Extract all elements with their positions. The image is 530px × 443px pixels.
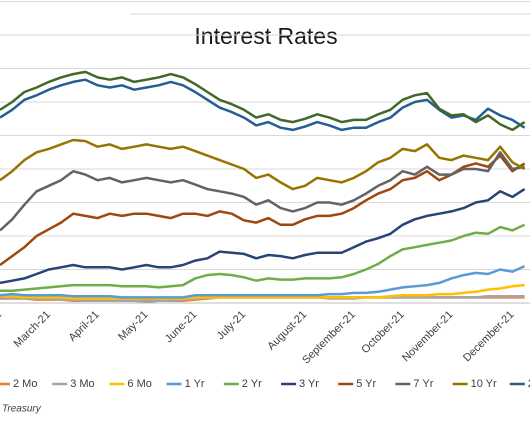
x-tick-label: May-21 bbox=[116, 309, 150, 343]
legend-label: 5 Yr bbox=[356, 378, 376, 390]
legend-label: 2 Mo bbox=[13, 378, 37, 390]
series-line bbox=[0, 223, 526, 292]
x-tick-label: December-21 bbox=[461, 309, 517, 365]
x-tick-label: March-21 bbox=[12, 309, 53, 350]
legend-label: 6 Mo bbox=[127, 378, 151, 390]
series-line bbox=[0, 138, 526, 191]
series-line bbox=[0, 188, 526, 285]
series-line bbox=[0, 70, 526, 132]
legend-label: 20 Yr bbox=[528, 378, 530, 390]
series-line bbox=[0, 154, 526, 267]
series-line bbox=[0, 264, 526, 299]
x-tick-label: November-21 bbox=[400, 309, 456, 365]
legend-label: 2 Yr bbox=[242, 378, 262, 390]
legend-label: 3 Yr bbox=[299, 378, 319, 390]
source: Treasury bbox=[2, 404, 42, 415]
chart-title: Interest Rates bbox=[194, 23, 337, 49]
x-tick-label: June-21 bbox=[163, 309, 200, 346]
x-tick-label: August-21 bbox=[265, 309, 309, 353]
legend-label: 7 Yr bbox=[413, 378, 433, 390]
series-line bbox=[0, 78, 526, 132]
series-line bbox=[0, 151, 525, 232]
x-tick-label: October-21 bbox=[359, 309, 406, 356]
legend-label: 10 Yr bbox=[471, 378, 497, 390]
x-tick-label: July-21 bbox=[215, 309, 249, 343]
series-line bbox=[0, 283, 525, 300]
legend-label: 3 Mo bbox=[70, 378, 94, 390]
x-tick-label: April-21 bbox=[66, 309, 101, 344]
legend-label: 1 Yr bbox=[185, 378, 205, 390]
x-tick-label: 21 bbox=[0, 309, 4, 326]
